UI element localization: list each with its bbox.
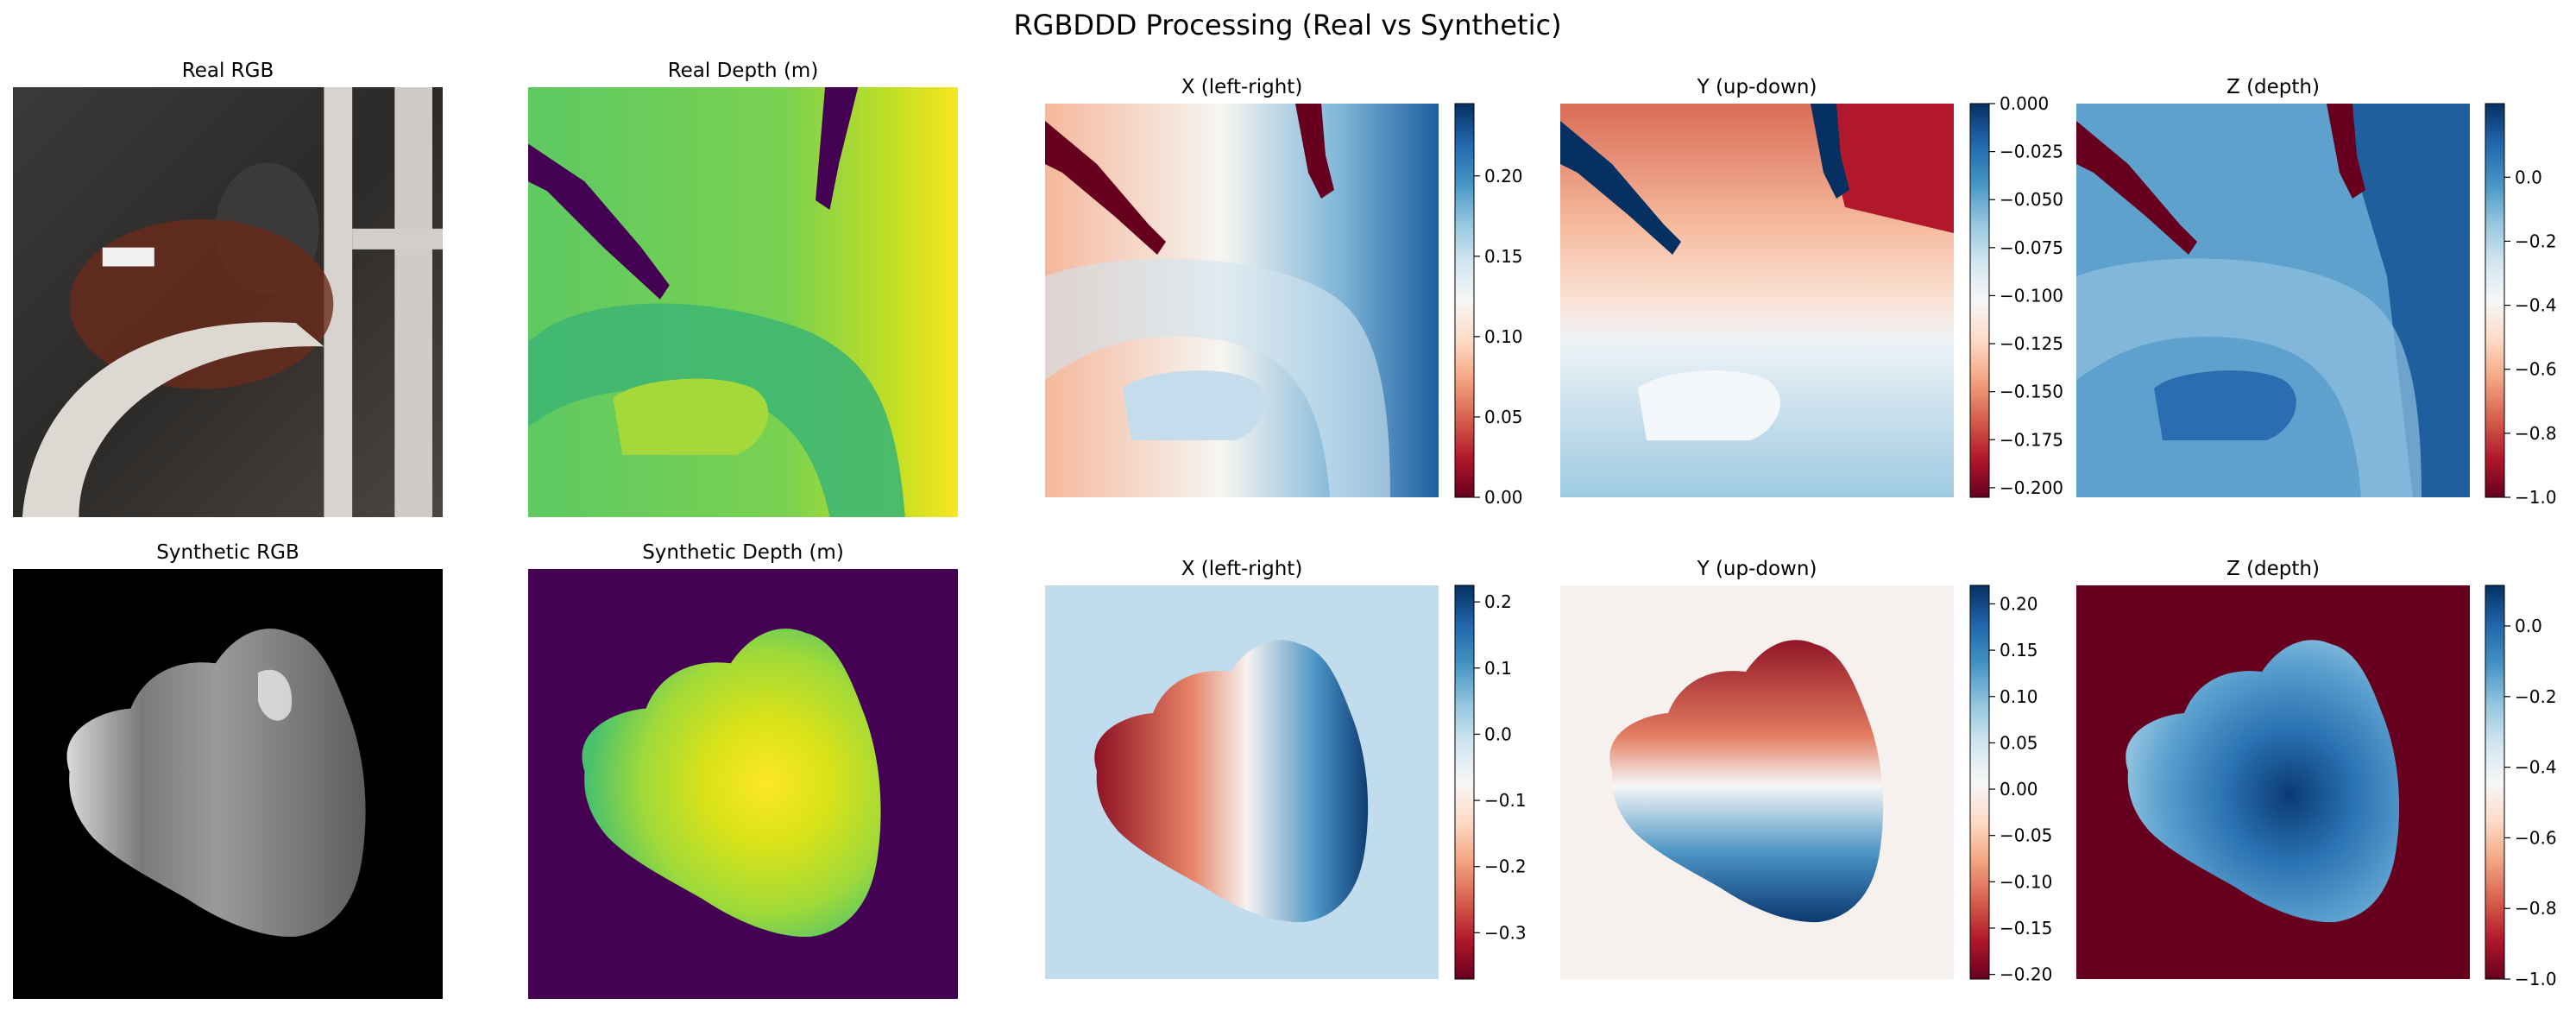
colorbar-tick-label: 0.1 (1484, 658, 1512, 679)
panel-9: Y (up-down) 0.20 0.15 0.10 0.05 0.00 −0.05 −0.1… (1560, 558, 2052, 985)
heatmap-image (528, 569, 958, 999)
heatmap-image (2076, 104, 2470, 497)
colorbar-tick-label: 0.00 (2000, 779, 2038, 799)
panel-8: X (left-right) 0.2 0.1 0.0 −0.1 −0.2 −0.3 (1045, 558, 1527, 980)
heatmap-image (2076, 585, 2470, 979)
heatmap-image (13, 569, 443, 999)
colorbar-tick-label: −0.100 (2000, 285, 2063, 306)
colorbar-tick-label: −0.125 (2000, 333, 2063, 354)
colorbar-tick-label: −0.200 (2000, 477, 2063, 498)
colorbar-tick-label: 0.05 (2000, 732, 2038, 753)
heatmap-image (1560, 585, 1954, 979)
colorbar-tick-label: −0.4 (2515, 295, 2557, 316)
colorbar-tick-label: 0.0 (1484, 723, 1512, 744)
panel-title: Z (depth) (2226, 558, 2320, 580)
colorbar-tick-label: 0.0 (2515, 616, 2542, 636)
colorbar-tick-label: −0.075 (2000, 237, 2063, 258)
colorbar-tick-label: 0.000 (2000, 93, 2049, 114)
panel-title: Y (up-down) (1697, 76, 1817, 98)
panel-title: Z (depth) (2226, 76, 2320, 98)
colorbar (2485, 584, 2505, 980)
colorbar-tick-label: −0.1 (1484, 790, 1527, 811)
panel-title: Real Depth (m) (668, 60, 819, 82)
colorbar-tick-label: 0.20 (1484, 166, 1523, 186)
colorbar-tick-label: −1.0 (2515, 487, 2557, 508)
colorbar (1454, 103, 1475, 498)
colorbar-tick-label: 0.0 (2515, 167, 2542, 187)
colorbar-tick-label: −0.4 (2515, 757, 2557, 778)
panel-title: Synthetic Depth (m) (642, 541, 844, 564)
panel-title: Synthetic RGB (156, 541, 299, 564)
colorbar-tick-label: −0.150 (2000, 382, 2063, 402)
colorbar-tick-label: −0.2 (1484, 856, 1527, 877)
colorbar (1454, 584, 1475, 980)
heatmap-image (1045, 104, 1439, 497)
colorbar-tick-label: −0.10 (2000, 871, 2052, 892)
colorbar-tick-label: −1.0 (2515, 969, 2557, 989)
panel-7: Synthetic Depth (m) (528, 541, 958, 999)
colorbar (2485, 103, 2505, 498)
colorbar-tick-label: −0.8 (2515, 423, 2557, 444)
figure-title: RGBDDD Processing (Real vs Synthetic) (1013, 9, 1561, 41)
panel-6: Synthetic RGB (13, 541, 443, 999)
colorbar-tick-label: −0.15 (2000, 918, 2052, 938)
colorbar-tick-label: −0.6 (2515, 827, 2557, 848)
colorbar-tick-label: −0.175 (2000, 429, 2063, 450)
panel-title: X (left-right) (1181, 76, 1303, 98)
panel-5: Z (depth) 0.0 −0.2 −0.4 −0.6 −0.8 −1.0 (2076, 76, 2557, 508)
colorbar-tick-label: 0.10 (1484, 326, 1523, 347)
panel-10: Z (depth) 0.0 −0.2 −0.4 −0.6 −0.8 −1.0 (2076, 558, 2557, 989)
colorbar-tick-label: −0.2 (2515, 231, 2557, 251)
colorbar-tick-label: 0.15 (2000, 640, 2038, 660)
panel-3: X (left-right) 0.00 0.05 0.10 0.15 0.20 (1045, 76, 1523, 508)
colorbar-tick-label: 0.10 (2000, 686, 2038, 707)
colorbar-tick-label: −0.05 (2000, 825, 2052, 846)
heatmap-image (528, 87, 958, 517)
panel-title: Real RGB (182, 60, 274, 82)
colorbar-tick-label: −0.3 (1484, 922, 1527, 943)
heatmap-image (1045, 585, 1439, 979)
panel-2: Real Depth (m) (528, 60, 958, 517)
colorbar (1969, 103, 1990, 498)
colorbar-tick-label: −0.8 (2515, 898, 2557, 919)
colorbar-tick-label: −0.20 (2000, 964, 2052, 985)
colorbar-tick-label: 0.2 (1484, 591, 1512, 612)
colorbar-tick-label: 0.15 (1484, 246, 1523, 267)
colorbar-tick-label: −0.2 (2515, 686, 2557, 707)
colorbar (1969, 584, 1990, 980)
colorbar-tick-label: 0.05 (1484, 407, 1523, 427)
colorbar-tick-label: 0.00 (1484, 487, 1523, 508)
colorbar-tick-label: 0.20 (2000, 593, 2038, 614)
colorbar-tick-label: −0.6 (2515, 359, 2557, 380)
panel-4: Y (up-down) 0.000 −0.025 −0.050 −0.075 −0.100… (1560, 76, 2063, 498)
colorbar-tick-label: −0.050 (2000, 189, 2063, 210)
panel-title: X (left-right) (1181, 558, 1303, 580)
colorbar-tick-label: −0.025 (2000, 142, 2063, 162)
heatmap-image (1560, 104, 1954, 497)
heatmap-image (13, 87, 443, 517)
panel-1: Real RGB (13, 60, 443, 517)
panel-title: Y (up-down) (1697, 558, 1817, 580)
